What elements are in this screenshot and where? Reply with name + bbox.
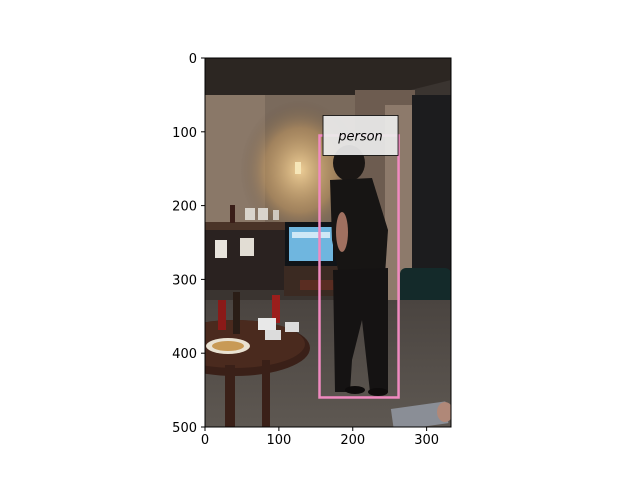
y-tick-label: 100 (172, 126, 197, 141)
y-tick-label: 0 (189, 52, 197, 67)
x-tick-label: 300 (414, 433, 439, 448)
detection-label: person (337, 129, 383, 144)
x-tick-label: 200 (340, 433, 365, 448)
photo (205, 58, 451, 427)
y-tick-label: 200 (172, 200, 197, 215)
x-axis-ticks: 0 100 200 300 (201, 427, 439, 448)
detection-overlays: person (318, 115, 400, 399)
x-tick-label: 0 (201, 433, 209, 448)
detection-label-box (322, 115, 399, 156)
y-tick-label: 300 (172, 273, 197, 288)
x-tick-label: 100 (266, 433, 291, 448)
axes-frame (204, 57, 452, 428)
y-tick-label: 500 (172, 421, 197, 436)
y-axis-ticks: 0 100 200 300 400 500 (172, 52, 205, 436)
y-tick-label: 400 (172, 347, 197, 362)
